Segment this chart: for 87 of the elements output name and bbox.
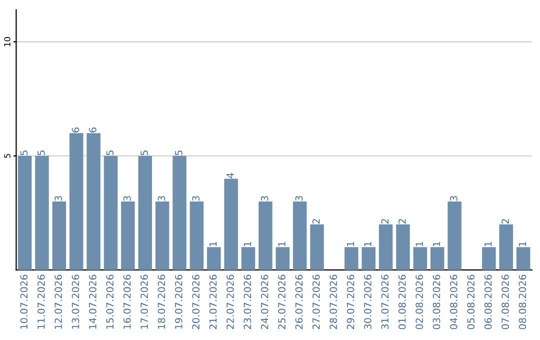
bar bbox=[516, 247, 530, 270]
data-label: 6 bbox=[72, 127, 80, 132]
x-tick-label: 30.07.2026 bbox=[364, 274, 372, 330]
data-label: 3 bbox=[450, 196, 458, 201]
bar bbox=[69, 133, 84, 270]
data-label: 5 bbox=[175, 150, 182, 156]
x-tick-label: 26.07.2026 bbox=[295, 274, 303, 330]
bar bbox=[138, 156, 152, 270]
data-label: 1 bbox=[209, 242, 217, 246]
bar bbox=[52, 202, 66, 270]
bar bbox=[430, 247, 444, 270]
data-label: 1 bbox=[244, 242, 251, 246]
x-tick-label: 25.07.2026 bbox=[278, 274, 286, 330]
x-tick-label: 16.07.2026 bbox=[123, 274, 131, 329]
bar bbox=[362, 247, 376, 270]
bar bbox=[344, 247, 358, 270]
x-tick-label: 06.08.2026 bbox=[484, 274, 492, 330]
x-tick-label: 23.07.2026 bbox=[244, 274, 252, 330]
data-label: 1 bbox=[432, 242, 440, 246]
bar bbox=[499, 224, 513, 270]
x-tick-label: 12.07.2026 bbox=[54, 274, 62, 329]
bar bbox=[172, 156, 186, 270]
bar bbox=[241, 247, 256, 270]
x-tick-label: 07.08.2026 bbox=[502, 274, 509, 330]
x-tick-label: 11.07.2026 bbox=[37, 274, 45, 329]
bar bbox=[310, 224, 324, 270]
x-tick-label: 29.07.2026 bbox=[346, 274, 354, 330]
x-tick-label: 04.08.2026 bbox=[450, 274, 458, 330]
data-label: 3 bbox=[260, 196, 268, 201]
x-tick-label: 21.07.2026 bbox=[209, 274, 217, 330]
bar bbox=[258, 202, 272, 270]
x-tick-label: 31.07.2026 bbox=[381, 274, 389, 330]
bar bbox=[121, 202, 135, 270]
data-label: 3 bbox=[192, 196, 200, 201]
x-tick-label: 13.07.2026 bbox=[72, 274, 80, 329]
data-label: 6 bbox=[89, 127, 96, 132]
x-tick-label: 17.07.2026 bbox=[140, 274, 148, 329]
bar bbox=[292, 202, 307, 270]
x-tick-label: 24.07.2026 bbox=[260, 274, 268, 330]
data-label: 3 bbox=[295, 196, 303, 201]
x-tick-label: 15.07.2026 bbox=[106, 274, 114, 329]
data-label: 2 bbox=[502, 219, 509, 224]
data-label: 3 bbox=[54, 196, 62, 201]
data-label: 1 bbox=[416, 242, 423, 246]
bar bbox=[86, 133, 100, 270]
bar bbox=[482, 247, 496, 270]
data-label: 1 bbox=[347, 242, 354, 246]
x-tick-label: 14.07.2026 bbox=[89, 274, 96, 329]
bar bbox=[276, 247, 290, 270]
x-tick-label: 05.08.2026 bbox=[467, 274, 475, 330]
bar bbox=[155, 202, 170, 270]
data-label: 2 bbox=[312, 219, 320, 224]
data-label: 5 bbox=[140, 150, 148, 156]
data-label: 5 bbox=[106, 150, 114, 156]
x-tick-label: 22.07.2026 bbox=[226, 274, 234, 330]
x-tick-label: 20.07.2026 bbox=[192, 274, 200, 330]
data-label: 1 bbox=[364, 242, 372, 246]
data-label: 4 bbox=[226, 173, 234, 178]
data-label: 1 bbox=[484, 242, 492, 246]
x-tick-label: 03.08.2026 bbox=[432, 274, 440, 330]
y-tick-label: 10 bbox=[4, 37, 10, 46]
bar bbox=[413, 247, 428, 270]
data-label: 3 bbox=[158, 196, 166, 201]
bar bbox=[207, 247, 221, 270]
x-tick-label: 18.07.2026 bbox=[158, 274, 166, 329]
data-label: 2 bbox=[381, 219, 388, 224]
data-label: 3 bbox=[123, 196, 131, 201]
bar bbox=[18, 156, 32, 270]
data-label: 1 bbox=[518, 242, 526, 246]
x-tick-label: 27.07.2026 bbox=[312, 274, 320, 330]
data-label: 1 bbox=[278, 242, 286, 246]
bar bbox=[378, 224, 393, 270]
bar bbox=[396, 224, 410, 270]
x-tick-label: 02.08.2026 bbox=[416, 274, 423, 330]
x-tick-label: 10.07.2026 bbox=[20, 274, 28, 329]
bar bbox=[448, 202, 462, 270]
bar bbox=[104, 156, 118, 270]
x-tick-label: 01.08.2026 bbox=[398, 274, 406, 330]
bar bbox=[190, 202, 204, 270]
data-label: 5 bbox=[20, 150, 28, 156]
data-label: 2 bbox=[398, 219, 406, 224]
bar bbox=[35, 156, 49, 270]
data-label: 5 bbox=[38, 150, 45, 156]
x-tick-label: 19.07.2026 bbox=[174, 274, 182, 329]
x-tick-label: 28.07.2026 bbox=[330, 274, 338, 330]
x-tick-label: 08.08.2026 bbox=[518, 274, 526, 330]
bar bbox=[224, 178, 238, 270]
